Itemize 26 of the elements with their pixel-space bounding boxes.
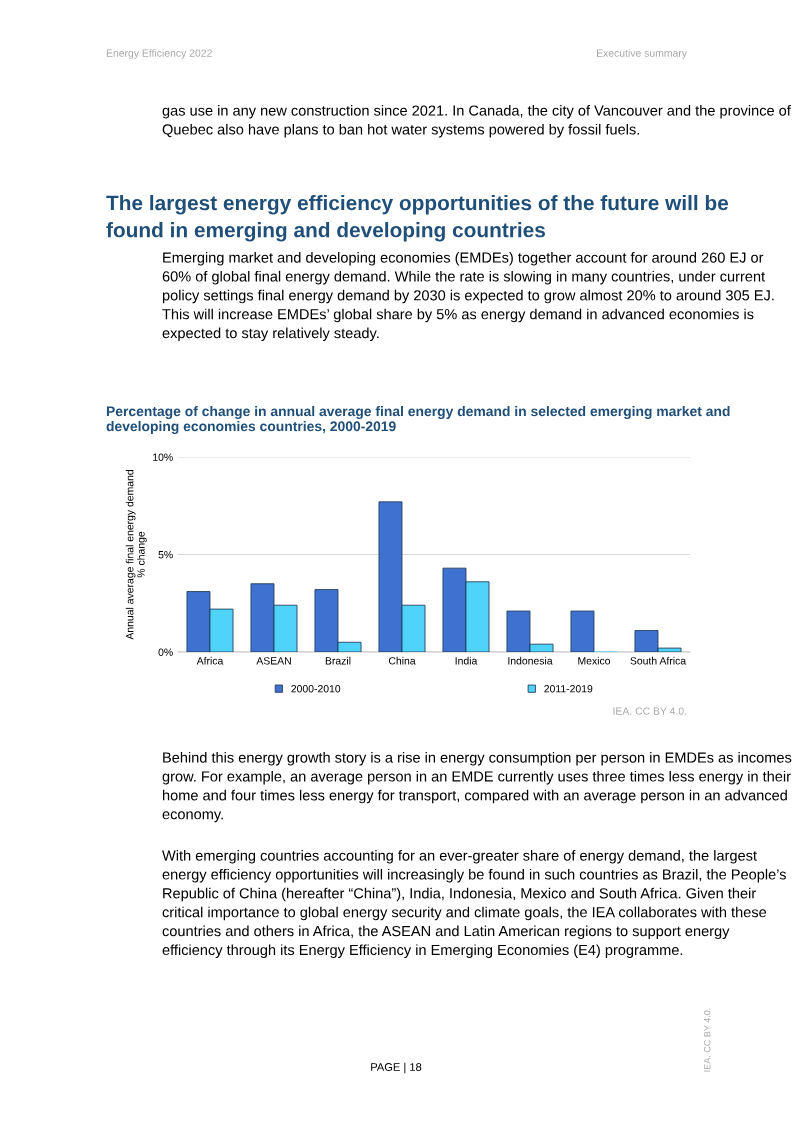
x-tick-label: Indonesia: [508, 656, 553, 665]
text: Emerging market and developing economies (EMDEs) together account for around 260 EJ or 60% of global final energy demand. While the rate is slowing in many countries, under current policy settings final energy demand by 2030 is expected to grow almost 20% to around 305 EJ. This will increase EMDEs’ global share by 5% as energy demand in advanced economies is expected to stay relatively steady.: [162, 252, 774, 342]
x-tick-label: Mexico: [578, 656, 611, 665]
text: IEA. CC BY 4.0.: [704, 1008, 711, 1072]
chart-title: Percentage of change in annual average final energy demand in selected emerging market and developing economies countries, 2000-2019: [106, 405, 730, 435]
y-tick-label: 5%: [158, 551, 173, 559]
text: Behind this energy growth story is a rise in energy consumption per person in EMDEs as incomes grow. For example, an average person in an EMDE currently uses three times less energy in their home and four times less energy for transport, compared with an average person in an advanced economy.: [162, 752, 792, 823]
text: The largest energy efficiency opportunities of the future will be found in emerging and developing countries: [106, 195, 729, 242]
text: PAGE | 18: [371, 1062, 422, 1074]
x-tick-label: Africa: [196, 656, 224, 665]
text: IEA. CC BY 4.0.: [613, 707, 687, 715]
x-tick-label: China: [388, 656, 416, 665]
bar: [570, 610, 595, 652]
y-axis-title: Annual average final energy demand % change: [125, 470, 147, 640]
x-tick-label: South Africa: [630, 656, 687, 665]
legend-label: 2000-2010: [291, 685, 341, 693]
x-tick-label: Brazil: [325, 656, 351, 665]
legend-label: 2011-2019: [544, 685, 593, 693]
text: Energy Efficiency 2022: [106, 49, 212, 59]
y-tick-label: 10%: [153, 453, 173, 461]
x-tick-label: ASEAN: [256, 657, 291, 665]
text: gas use in any new construction since 2021. In Canada, the city of Vancouver and the province of Quebec also have plans to ban hot water systems powered by fossil fuels.: [162, 105, 791, 138]
y-tick-label: 0%: [158, 648, 173, 656]
x-tick-label: India: [455, 656, 478, 665]
text: Executive summary: [596, 49, 687, 59]
text: With emerging countries accounting for an ever-greater share of energy demand, the largest energy efficiency opportunities will increasingly be found in such countries as Brazil, the People’s Republic of China (hereafter “China”), India, Indonesia, Mexico and South Africa. Given their critical importance to global energy security and climate goals, the IEA collaborates with these countries and others in Africa, the ASEAN and Latin American regions to support energy efficiency through its Energy Efficiency in Emerging Economies (E4) programme.: [162, 850, 786, 958]
